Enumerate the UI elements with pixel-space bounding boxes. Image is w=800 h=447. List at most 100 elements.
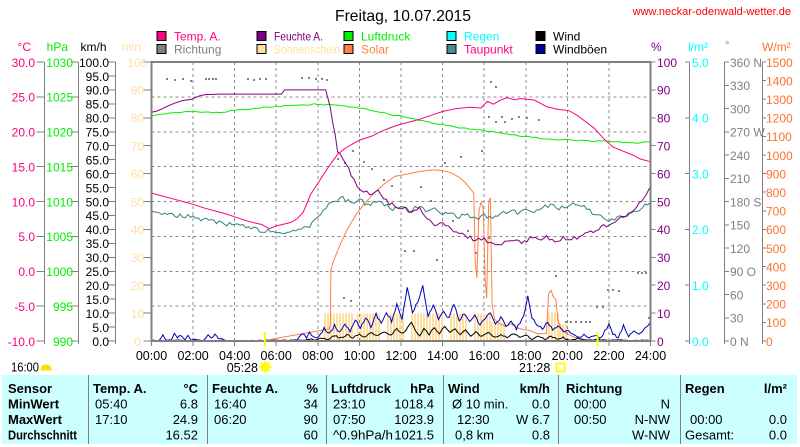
- svg-text:1005: 1005: [46, 230, 73, 244]
- svg-text:1000: 1000: [46, 265, 73, 279]
- svg-text:100: 100: [657, 56, 677, 70]
- svg-text:0.0: 0.0: [18, 265, 35, 279]
- svg-text:10:00: 10:00: [344, 349, 375, 363]
- svg-text:14:00: 14:00: [427, 349, 458, 363]
- svg-text:65.0: 65.0: [86, 154, 110, 168]
- svg-text:24:00: 24:00: [635, 349, 666, 363]
- svg-text:70.0: 70.0: [86, 140, 110, 154]
- svg-text:°C: °C: [183, 381, 198, 396]
- svg-text:1020: 1020: [46, 126, 73, 140]
- svg-text:1015: 1015: [46, 160, 73, 174]
- svg-text:MaxWert: MaxWert: [8, 412, 63, 427]
- svg-text:60.0: 60.0: [86, 167, 110, 181]
- svg-text:5.0: 5.0: [18, 230, 35, 244]
- svg-text:15.0: 15.0: [12, 160, 36, 174]
- svg-text:6.8: 6.8: [180, 397, 198, 412]
- svg-text:70: 70: [131, 140, 145, 154]
- svg-text:km/h: km/h: [80, 40, 106, 54]
- svg-text:100: 100: [766, 316, 786, 330]
- svg-text:00:00: 00:00: [136, 349, 167, 363]
- svg-text:hPa: hPa: [410, 381, 435, 396]
- svg-text:Regen: Regen: [685, 381, 725, 396]
- svg-text:0: 0: [657, 335, 664, 349]
- svg-text:%: %: [651, 40, 662, 54]
- svg-text:60: 60: [657, 167, 671, 181]
- svg-text:400: 400: [766, 260, 786, 274]
- svg-text:1021.5: 1021.5: [394, 428, 434, 443]
- svg-text:90: 90: [657, 84, 671, 98]
- svg-text:1200: 1200: [766, 112, 793, 126]
- svg-text:Regen: Regen: [464, 30, 499, 44]
- svg-text:1023.9: 1023.9: [394, 412, 434, 427]
- svg-text:W 6.7: W 6.7: [516, 412, 550, 427]
- svg-text:N: N: [661, 397, 670, 412]
- svg-text:0.8: 0.8: [532, 428, 550, 443]
- svg-text:Feuchte A.: Feuchte A.: [212, 381, 278, 396]
- svg-text:4.0: 4.0: [692, 112, 709, 126]
- svg-text:70: 70: [657, 140, 671, 154]
- svg-text:100.0: 100.0: [79, 56, 109, 70]
- svg-text:05:28: 05:28: [227, 361, 258, 375]
- svg-text:90: 90: [131, 84, 145, 98]
- svg-text:1000: 1000: [766, 149, 793, 163]
- svg-text:min: min: [122, 40, 141, 54]
- svg-text:95.0: 95.0: [86, 70, 110, 84]
- svg-text:1300: 1300: [766, 93, 793, 107]
- svg-text:1400: 1400: [766, 74, 793, 88]
- svg-text:Sonnenschein: Sonnenschein: [274, 43, 340, 57]
- svg-text:150: 150: [730, 219, 750, 233]
- svg-text:Sensor: Sensor: [8, 381, 52, 396]
- svg-text:12:30: 12:30: [457, 412, 490, 427]
- svg-text:25.0: 25.0: [12, 91, 36, 105]
- svg-text:^0.9hPa/h: ^0.9hPa/h: [333, 428, 393, 443]
- svg-text:18:00: 18:00: [510, 349, 541, 363]
- svg-text:300: 300: [766, 279, 786, 293]
- svg-text:1018.4: 1018.4: [394, 397, 434, 412]
- svg-text:10: 10: [131, 307, 145, 321]
- svg-text:0.0: 0.0: [532, 397, 550, 412]
- svg-text:995: 995: [53, 300, 73, 314]
- svg-text:50: 50: [131, 195, 145, 209]
- svg-text:90.0: 90.0: [86, 84, 110, 98]
- svg-text:0: 0: [134, 335, 141, 349]
- svg-text:21:28: 21:28: [519, 361, 550, 375]
- svg-text:1100: 1100: [766, 130, 792, 144]
- svg-text:02:00: 02:00: [177, 349, 208, 363]
- svg-text:Windböen: Windböen: [553, 43, 607, 57]
- svg-text:16.52: 16.52: [165, 428, 198, 443]
- svg-text:Ø 10 min.: Ø 10 min.: [452, 397, 508, 412]
- svg-text:40.0: 40.0: [86, 223, 110, 237]
- svg-text:Durchschnitt: Durchschnitt: [8, 428, 78, 443]
- svg-text:1.0: 1.0: [692, 279, 709, 293]
- svg-text:0 N: 0 N: [730, 335, 749, 349]
- svg-text:17:10: 17:10: [95, 412, 128, 427]
- svg-text:50.0: 50.0: [86, 195, 110, 209]
- svg-text:40: 40: [131, 223, 145, 237]
- svg-text:90: 90: [304, 412, 318, 427]
- svg-text:16:00: 16:00: [469, 349, 500, 363]
- svg-text:240: 240: [730, 149, 750, 163]
- svg-text:Temp. A.: Temp. A.: [174, 30, 221, 44]
- svg-text:15.0: 15.0: [86, 293, 110, 307]
- svg-text:20: 20: [657, 279, 671, 293]
- svg-text:-5.0: -5.0: [14, 300, 35, 314]
- svg-text:24.9: 24.9: [173, 412, 198, 427]
- svg-text:990: 990: [53, 335, 73, 349]
- svg-text:500: 500: [766, 242, 786, 256]
- svg-text:1030: 1030: [46, 56, 73, 70]
- svg-text:0: 0: [766, 335, 773, 349]
- svg-text:00:50: 00:50: [574, 412, 607, 427]
- svg-text:35.0: 35.0: [86, 237, 110, 251]
- svg-text:60: 60: [304, 428, 318, 443]
- svg-text:N-NW: N-NW: [635, 412, 671, 427]
- svg-text:30: 30: [730, 312, 744, 326]
- svg-text:2.0: 2.0: [692, 223, 709, 237]
- svg-text:12:00: 12:00: [385, 349, 416, 363]
- svg-text:km/h: km/h: [520, 381, 550, 396]
- svg-text:20.0: 20.0: [12, 126, 36, 140]
- svg-text:hPa: hPa: [47, 40, 69, 54]
- svg-text:1010: 1010: [46, 195, 73, 209]
- svg-text:60: 60: [730, 288, 744, 302]
- svg-text:www.neckar-odenwald-wetter.de: www.neckar-odenwald-wetter.de: [632, 6, 791, 18]
- svg-text:Wind: Wind: [553, 30, 580, 44]
